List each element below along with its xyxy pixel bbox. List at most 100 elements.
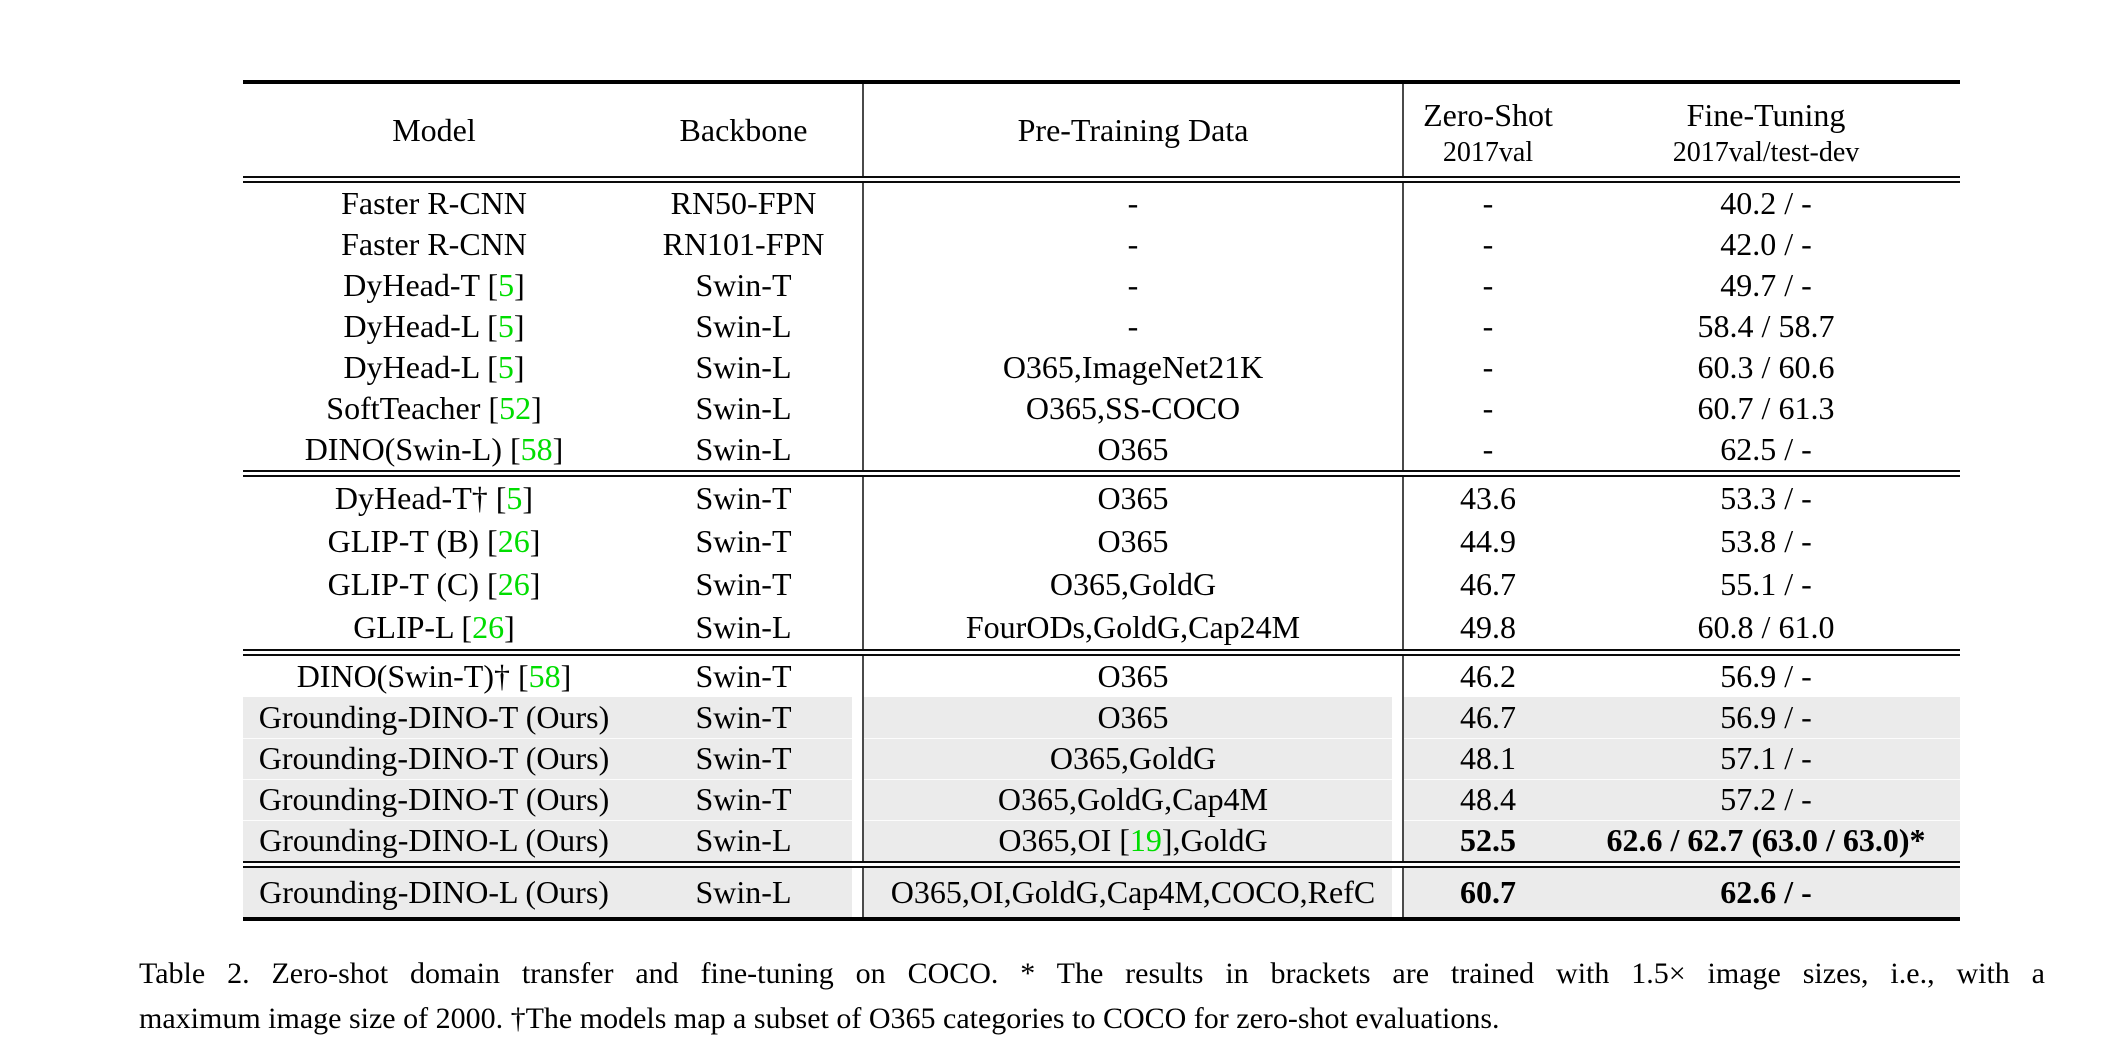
zeroshot-cell: 48.1 (1402, 738, 1572, 779)
model-cell: DINO(Swin-L) [58] (304, 431, 564, 467)
pretrain-cell: FourODs,GoldG,Cap24M (862, 606, 1402, 649)
model-cell: Faster R-CNN (341, 185, 527, 221)
finetune-cell: 62.5 / - (1720, 431, 1812, 467)
zeroshot-cell: - (1402, 224, 1572, 265)
header-backbone: Backbone (679, 111, 808, 148)
table-row-highlighted: Grounding-DINO-L (Ours) Swin-L O365,OI,G… (243, 868, 1960, 917)
backbone-cell: Swin-T (695, 267, 792, 303)
finetune-cell: 62.6 / - (1572, 868, 1960, 917)
table-caption: Table 2. Zero-shot domain transfer and f… (139, 951, 2045, 1041)
finetune-cell: 56.9 / - (1720, 658, 1812, 694)
backbone-cell: Swin-L (695, 431, 792, 467)
header-finetune: Fine-Tuning 2017val/test-dev (1572, 84, 1960, 176)
model-cell: DyHead-L [5] (343, 308, 525, 344)
model-cell: DINO(Swin-T)† [58] (296, 658, 572, 694)
pretrain-cell: O365,GoldG (862, 738, 1402, 779)
citation-number: 5 (506, 480, 523, 516)
pretrain-cell: O365,OI,GoldG,Cap4M,COCO,RefC (862, 868, 1402, 917)
pretrain-cell: - (862, 306, 1402, 347)
table-row: GLIP-T (B) [26] Swin-T O365 44.9 53.8 / … (243, 520, 1960, 563)
finetune-cell: 58.4 / 58.7 (1697, 308, 1835, 344)
backbone-cell: Swin-T (625, 779, 862, 820)
backbone-cell: RN50-FPN (670, 185, 817, 221)
header-pretrain: Pre-Training Data (862, 84, 1402, 176)
header-zeroshot: Zero-Shot 2017val (1402, 84, 1572, 176)
citation-number: 26 (497, 523, 530, 559)
pretrain-cell: O365,OI [19],GoldG (862, 820, 1402, 861)
model-cell: Grounding-DINO-T (Ours) (243, 779, 625, 820)
backbone-cell: Swin-L (695, 308, 792, 344)
model-cell: Grounding-DINO-T (Ours) (243, 738, 625, 779)
header-rule (243, 176, 1960, 183)
zeroshot-cell: - (1402, 306, 1572, 347)
zeroshot-cell: 60.7 (1402, 868, 1572, 917)
zeroshot-cell: 43.6 (1402, 477, 1572, 520)
table-row: DyHead-T† [5] Swin-T O365 43.6 53.3 / - (243, 477, 1960, 520)
pretrain-cell: O365 (862, 520, 1402, 563)
pretrain-cell: O365,GoldG (862, 563, 1402, 606)
table-row: GLIP-L [26] Swin-L FourODs,GoldG,Cap24M … (243, 606, 1960, 649)
table-row-highlighted: Grounding-DINO-T (Ours) Swin-T O365,Gold… (243, 779, 1960, 820)
model-cell: GLIP-L [26] (353, 609, 515, 645)
pretrain-cell: - (862, 224, 1402, 265)
block-rule (243, 470, 1960, 477)
model-cell: Grounding-DINO-T (Ours) (243, 697, 625, 738)
zeroshot-cell: - (1402, 429, 1572, 470)
table-row-highlighted: Grounding-DINO-T (Ours) Swin-T O365,Gold… (243, 738, 1960, 779)
citation-number: 5 (497, 308, 514, 344)
zeroshot-cell: 52.5 (1402, 820, 1572, 861)
pretrain-cell: O365 (862, 429, 1402, 470)
backbone-cell: Swin-T (695, 658, 792, 694)
zeroshot-cell: - (1402, 388, 1572, 429)
finetune-cell: 57.1 / - (1572, 738, 1960, 779)
pretrain-cell: O365 (862, 656, 1402, 697)
model-cell: GLIP-T (B) [26] (327, 523, 541, 559)
zeroshot-cell: 48.4 (1402, 779, 1572, 820)
results-table-wrap: Model Backbone Pre-Training Data Zero-Sh… (243, 80, 1960, 921)
model-cell: GLIP-T (C) [26] (327, 566, 541, 602)
table-row: DyHead-L [5] Swin-L O365,ImageNet21K - 6… (243, 347, 1960, 388)
bottom-rule (243, 917, 1960, 921)
table-row: Faster R-CNN RN101-FPN - - 42.0 / - (243, 224, 1960, 265)
pretrain-cell: - (862, 183, 1402, 224)
zeroshot-cell: 49.8 (1402, 606, 1572, 649)
model-cell: DyHead-T [5] (343, 267, 525, 303)
zeroshot-cell: 46.2 (1402, 656, 1572, 697)
backbone-cell: Swin-L (625, 820, 862, 861)
zeroshot-cell: 44.9 (1402, 520, 1572, 563)
pretrain-cell: O365,SS-COCO (862, 388, 1402, 429)
model-cell: Grounding-DINO-L (Ours) (243, 820, 625, 861)
citation-number: 58 (520, 431, 553, 467)
zeroshot-cell: 46.7 (1402, 563, 1572, 606)
header-finetune-title: Fine-Tuning (1686, 97, 1846, 133)
backbone-cell: Swin-T (695, 566, 792, 602)
citation-number: 26 (497, 566, 530, 602)
top-rule (243, 80, 1960, 84)
table-row-highlighted: Grounding-DINO-T (Ours) Swin-T O365 46.7… (243, 697, 1960, 738)
zeroshot-cell: - (1402, 265, 1572, 306)
model-cell: Faster R-CNN (341, 226, 527, 262)
caption-line-2: maximum image size of 2000. †The models … (139, 1002, 1500, 1035)
block-rule (243, 649, 1960, 656)
finetune-cell: 53.3 / - (1720, 480, 1812, 516)
finetune-cell: 62.6 / 62.7 (63.0 / 63.0)* (1572, 820, 1960, 861)
header-row: Model Backbone Pre-Training Data Zero-Sh… (243, 84, 1960, 176)
results-table: Model Backbone Pre-Training Data Zero-Sh… (243, 80, 1960, 921)
citation-number: 26 (472, 609, 505, 645)
finetune-cell: 42.0 / - (1720, 226, 1812, 262)
citation-number: 52 (499, 390, 532, 426)
table-row-highlighted: Grounding-DINO-L (Ours) Swin-L O365,OI [… (243, 820, 1960, 861)
pretrain-cell: - (862, 265, 1402, 306)
zeroshot-cell: - (1402, 347, 1572, 388)
backbone-cell: Swin-T (625, 697, 862, 738)
finetune-cell: 56.9 / - (1572, 697, 1960, 738)
finetune-cell: 60.3 / 60.6 (1697, 349, 1835, 385)
block-rule (243, 861, 1960, 868)
table-row: DyHead-L [5] Swin-L - - 58.4 / 58.7 (243, 306, 1960, 347)
backbone-cell: Swin-L (695, 390, 792, 426)
zeroshot-cell: - (1402, 183, 1572, 224)
citation-number: 19 (1129, 822, 1162, 858)
backbone-cell: RN101-FPN (662, 226, 825, 262)
finetune-cell: 53.8 / - (1720, 523, 1812, 559)
backbone-cell: Swin-T (625, 738, 862, 779)
